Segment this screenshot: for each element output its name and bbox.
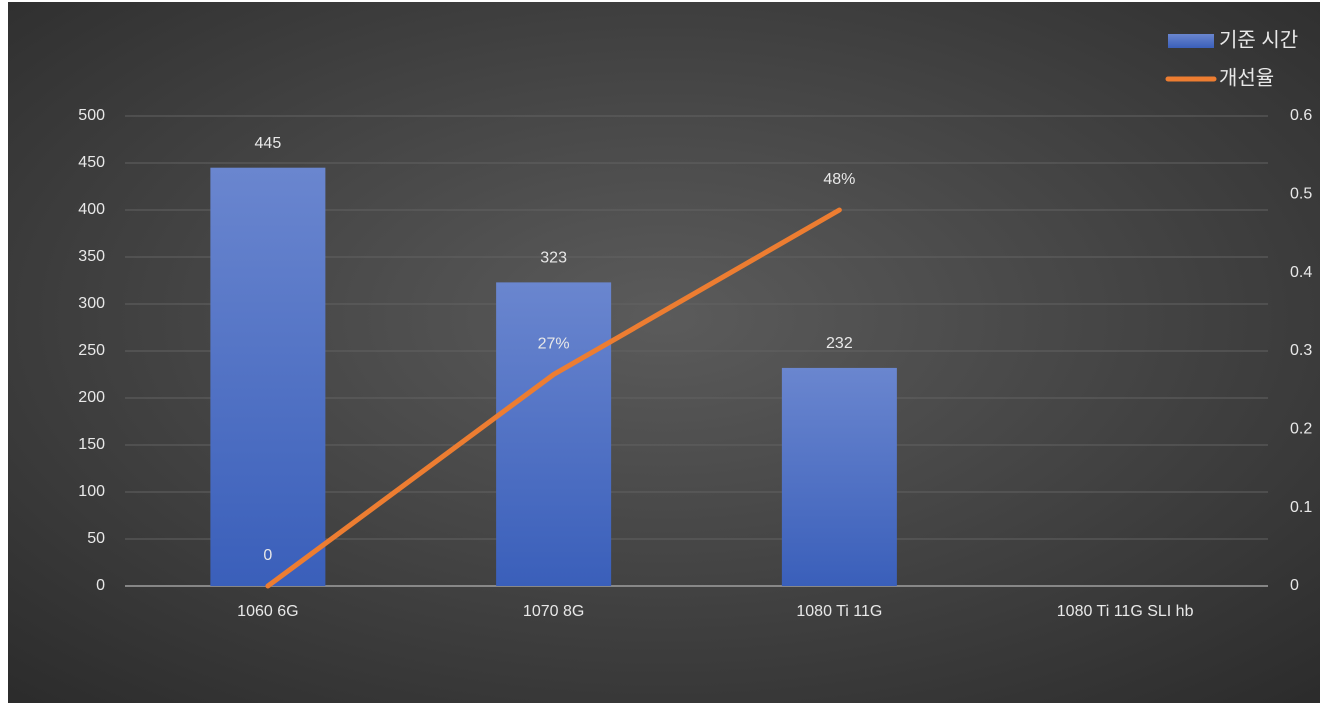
y-tick-label: 350 <box>78 248 105 265</box>
y-tick-label: 50 <box>87 530 105 547</box>
y2-tick-label: 0.2 <box>1290 421 1312 438</box>
x-tick-label: 1060 6G <box>237 603 298 620</box>
bar <box>781 367 897 586</box>
y2-tick-label: 0 <box>1290 577 1299 594</box>
line-value-label: 48% <box>823 171 855 188</box>
bar <box>210 167 326 586</box>
x-tick-label: 1070 8G <box>523 603 584 620</box>
y-tick-label: 150 <box>78 436 105 453</box>
y2-tick-label: 0.5 <box>1290 186 1312 203</box>
x-tick-label: 1080 Ti 11G <box>796 603 882 620</box>
y2-tick-label: 0.3 <box>1290 342 1312 359</box>
line-value-label: 27% <box>538 336 570 353</box>
x-tick-label: 1080 Ti 11G SLI hb <box>1057 603 1194 620</box>
bar <box>496 282 612 586</box>
bar-value-label: 323 <box>540 250 567 267</box>
y2-tick-label: 0.6 <box>1290 107 1312 124</box>
y2-tick-label: 0.1 <box>1290 499 1312 516</box>
y-tick-label: 450 <box>78 154 105 171</box>
y-tick-label: 250 <box>78 342 105 359</box>
y-tick-label: 0 <box>96 577 105 594</box>
line <box>265 207 842 589</box>
y2-tick-label: 0.4 <box>1290 264 1312 281</box>
bar-value-label: 445 <box>255 135 282 152</box>
y-tick-label: 300 <box>78 295 105 312</box>
y-tick-label: 200 <box>78 389 105 406</box>
y-tick-label: 500 <box>78 107 105 124</box>
line-value-label: 0 <box>263 547 272 564</box>
legend-label: 개선율 <box>1219 66 1274 89</box>
y-tick-label: 100 <box>78 483 105 500</box>
legend-swatch <box>1168 34 1214 48</box>
chart-background <box>8 2 1320 703</box>
bar-value-label: 232 <box>826 335 853 352</box>
y-tick-label: 400 <box>78 201 105 218</box>
legend-label: 기준 시간 <box>1219 28 1298 51</box>
